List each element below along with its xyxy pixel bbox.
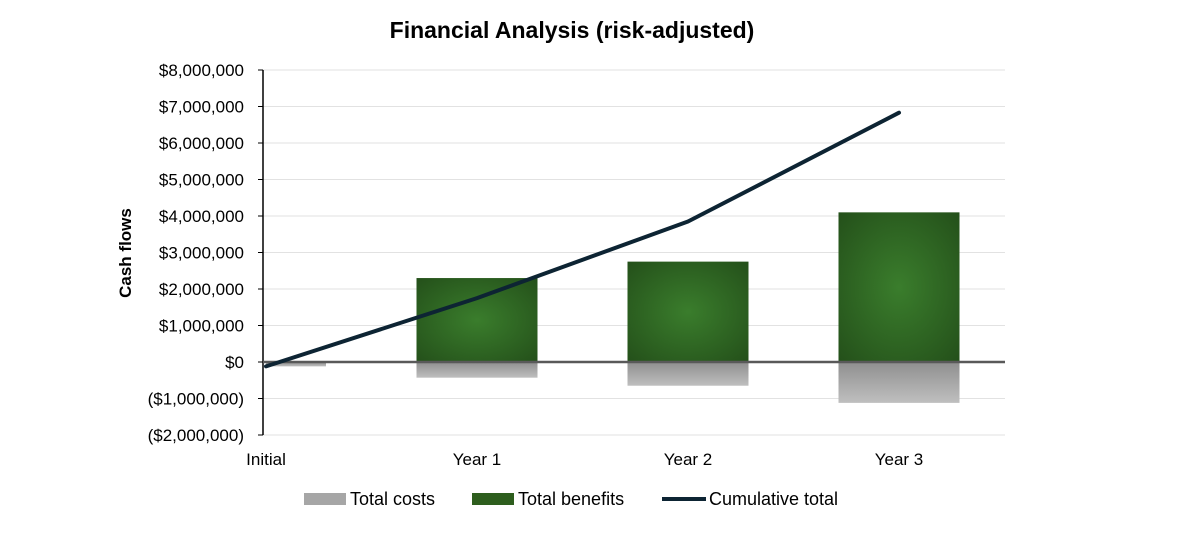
x-axis-ticks: Initial Year 1 Year 2 Year 3	[246, 450, 923, 469]
benefit-bar	[838, 212, 960, 362]
y-tick-label: ($1,000,000)	[148, 390, 244, 409]
bars	[266, 212, 960, 403]
x-tick-label: Initial	[246, 450, 286, 469]
y-axis-title: Cash flows	[116, 208, 135, 298]
cost-bar	[627, 362, 749, 386]
benefit-bar	[416, 278, 538, 362]
cost-bar	[838, 362, 960, 403]
cumulative-total-line	[264, 110, 901, 369]
cost-bar	[416, 362, 538, 378]
y-axis-ticks: $8,000,000 $7,000,000 $6,000,000 $5,000,000…	[148, 61, 263, 445]
legend: Total costs Total benefits Cumulative tota…	[304, 489, 838, 509]
legend-label-total-benefits: Total benefits	[518, 489, 624, 509]
y-tick-label: ($2,000,000)	[148, 426, 244, 445]
y-tick-label: $6,000,000	[159, 134, 244, 153]
legend-swatch-total-costs	[304, 493, 346, 505]
legend-label-total-costs: Total costs	[350, 489, 435, 509]
legend-swatch-total-benefits	[472, 493, 514, 505]
benefit-bar	[627, 261, 749, 362]
y-tick-label: $5,000,000	[159, 171, 244, 190]
legend-label-cumulative-total: Cumulative total	[709, 489, 838, 509]
y-tick-label: $2,000,000	[159, 280, 244, 299]
axes	[262, 70, 1005, 435]
x-tick-label: Year 3	[875, 450, 924, 469]
y-tick-label: $0	[225, 353, 244, 372]
chart-title: Financial Analysis (risk-adjusted)	[390, 17, 755, 43]
y-tick-label: $7,000,000	[159, 98, 244, 117]
gridlines	[263, 69, 1005, 436]
cost-bar	[266, 362, 326, 367]
x-tick-label: Year 1	[453, 450, 502, 469]
y-tick-label: $4,000,000	[159, 207, 244, 226]
y-tick-label: $8,000,000	[159, 61, 244, 80]
y-tick-label: $3,000,000	[159, 244, 244, 263]
cumulative-line	[264, 110, 901, 369]
y-tick-label: $1,000,000	[159, 317, 244, 336]
x-tick-label: Year 2	[664, 450, 713, 469]
